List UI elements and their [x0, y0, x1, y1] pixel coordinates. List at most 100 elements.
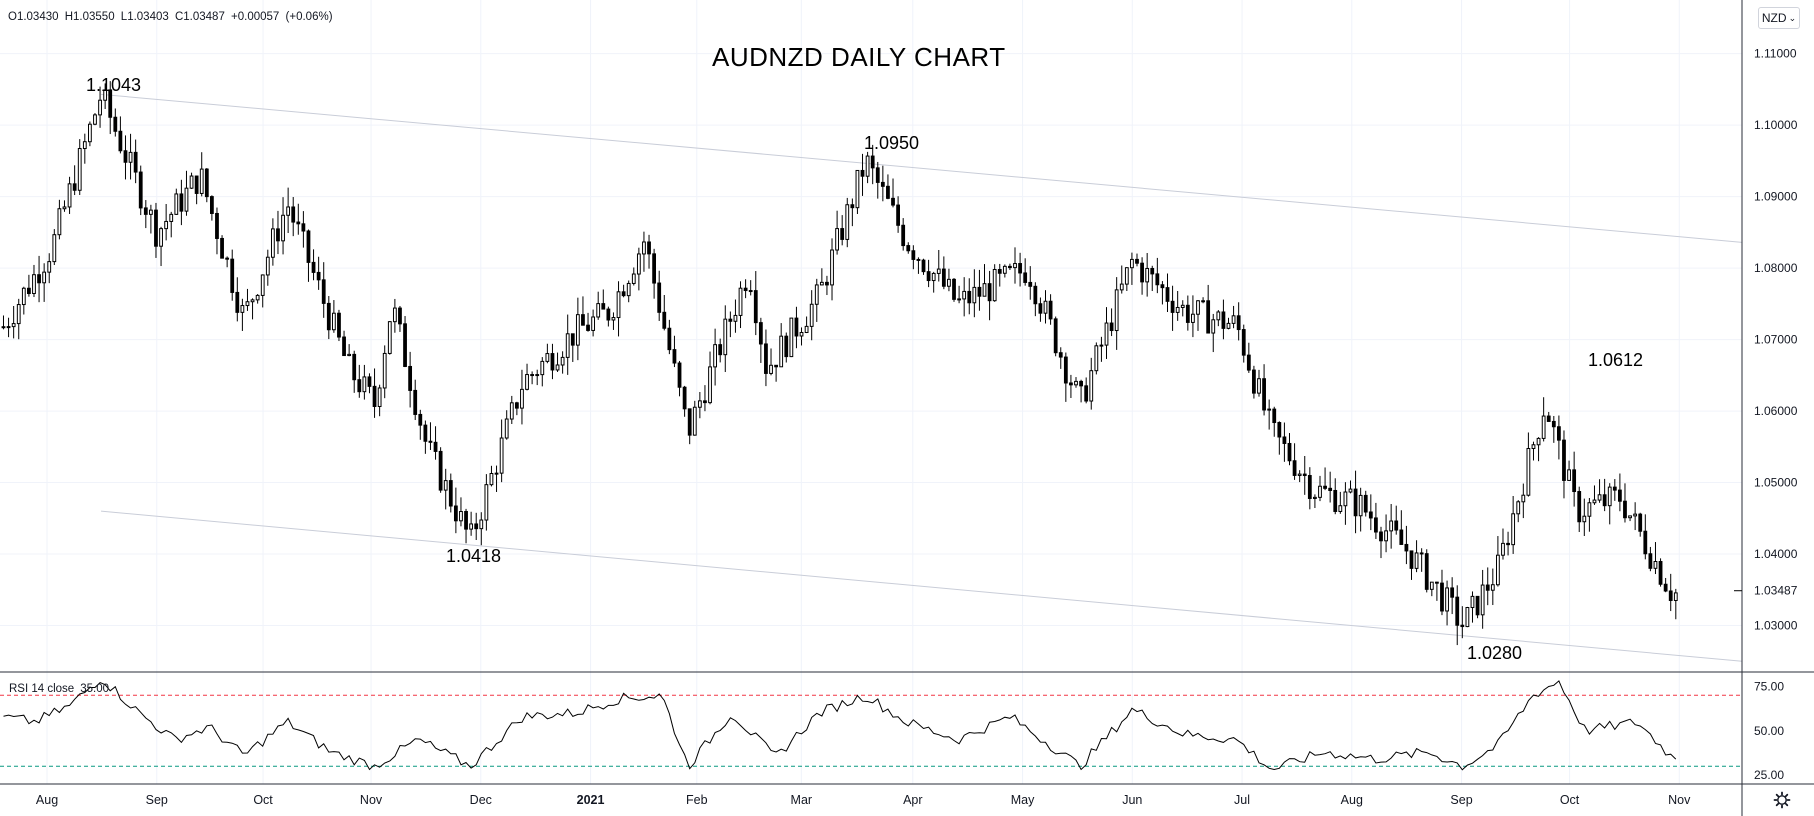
candle	[489, 465, 494, 487]
candle-body	[1079, 380, 1083, 387]
candle-body	[240, 305, 245, 313]
candle	[753, 271, 758, 336]
candle-body	[1617, 489, 1622, 502]
candle	[870, 144, 875, 185]
time-tick-label: 2021	[577, 793, 605, 807]
candle-body	[1013, 263, 1017, 269]
price-axis[interactable]: 1.11000 1.10000 1.09000 1.08000 1.07000 1.060…	[1734, 47, 1798, 633]
candle-body	[199, 168, 204, 194]
candle-body	[794, 317, 799, 337]
candle	[1140, 257, 1144, 295]
candle	[1104, 307, 1109, 359]
candle-body	[357, 379, 362, 393]
candle	[1252, 365, 1256, 399]
candle-body	[1063, 356, 1068, 384]
candle	[209, 195, 214, 221]
candle	[398, 305, 402, 332]
time-axis[interactable]: Aug Sep Oct Nov Dec 2021 Feb Mar Apr May Jun Jul Aug…	[36, 793, 1691, 807]
candle	[1480, 569, 1485, 629]
candle	[331, 300, 336, 333]
candle-body	[662, 311, 667, 329]
candle	[474, 512, 479, 540]
candle-body	[27, 287, 31, 295]
candle	[703, 385, 707, 412]
rsi-axis[interactable]: 75.00 50.00 25.00	[1754, 679, 1784, 782]
candle	[1501, 528, 1505, 560]
candle	[413, 379, 418, 421]
candle	[596, 291, 601, 320]
time-tick-label: Nov	[360, 793, 383, 807]
candle-body	[1033, 285, 1038, 305]
rsi-legend[interactable]: RSI 14 close 35.00	[9, 683, 109, 695]
candle	[148, 204, 153, 234]
currency-button[interactable]: NZD ⌄	[1758, 7, 1800, 29]
candle-body	[697, 400, 702, 408]
candle-body	[911, 250, 916, 260]
candle	[1490, 568, 1495, 606]
candle-body	[921, 259, 926, 273]
annotation-high-mar: 1.0950	[864, 133, 920, 153]
candle	[1450, 577, 1455, 615]
candle-body	[1302, 473, 1307, 477]
candle-body	[1058, 352, 1063, 358]
candle-body	[870, 155, 875, 169]
candle	[72, 165, 77, 196]
candle	[814, 278, 819, 322]
candle-body	[1318, 485, 1322, 498]
candle	[1231, 305, 1236, 329]
candle	[647, 234, 651, 269]
candle-body	[1394, 520, 1399, 531]
candle	[1043, 290, 1048, 324]
candle-body	[184, 187, 189, 212]
candle-body	[1419, 552, 1424, 555]
gear-icon[interactable]	[1772, 790, 1792, 810]
ohlc-change-pct: (+0.06%)	[285, 11, 333, 23]
candle	[113, 108, 118, 137]
candle-body	[453, 505, 458, 522]
candle	[1211, 313, 1216, 353]
candle	[194, 175, 199, 205]
candle	[276, 210, 280, 255]
candle-body	[692, 406, 697, 436]
candle-body	[326, 302, 331, 331]
candle-body	[82, 141, 87, 150]
candle-body	[1124, 267, 1129, 285]
candle-body	[1612, 486, 1617, 491]
candle-body	[255, 294, 260, 301]
candle	[652, 248, 657, 299]
candle-body	[525, 374, 529, 390]
candle	[901, 218, 906, 251]
price-tick-label: 1.04000	[1754, 547, 1798, 561]
candle-body	[230, 258, 235, 293]
candle-body	[1130, 258, 1134, 269]
candle-body	[896, 204, 900, 226]
candle-body	[621, 291, 626, 297]
candle-body	[154, 209, 158, 247]
candle	[784, 332, 789, 363]
candle	[270, 218, 275, 266]
candle-body	[1496, 554, 1500, 586]
time-tick-label: Aug	[36, 793, 58, 807]
candle-body	[474, 523, 479, 530]
candle-body	[235, 291, 240, 313]
candle	[1409, 550, 1414, 580]
candle-body	[494, 472, 499, 475]
candle-body	[733, 314, 738, 322]
candle-body	[67, 183, 72, 208]
candle-body	[1389, 520, 1394, 532]
candle	[1013, 247, 1017, 284]
candle-body	[626, 282, 631, 297]
candle	[514, 401, 519, 416]
time-tick-label: Mar	[791, 793, 813, 807]
candle-body	[250, 299, 255, 303]
candle-body	[530, 374, 535, 377]
price-tick-label: 1.09000	[1754, 190, 1798, 204]
candle-body	[1, 326, 6, 329]
candle-body	[962, 290, 967, 300]
candle	[555, 352, 560, 372]
candle-body	[982, 283, 987, 297]
candle-body	[1028, 281, 1033, 287]
candle-body	[1480, 584, 1485, 616]
candle-body	[1297, 473, 1302, 476]
